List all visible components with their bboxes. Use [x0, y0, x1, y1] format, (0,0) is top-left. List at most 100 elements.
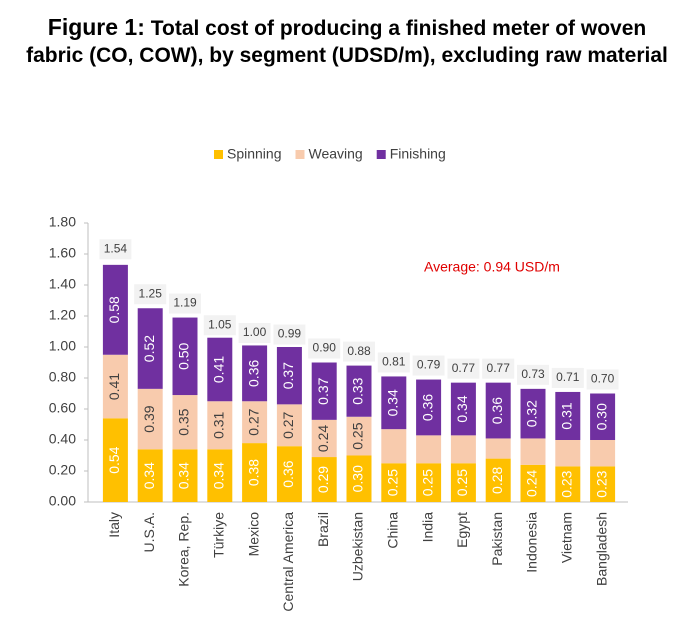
bar-segment: [242, 345, 268, 402]
bar-segment: [137, 449, 163, 502]
x-tick-label: U.S.A.: [141, 512, 157, 552]
bar-segment: [590, 440, 616, 467]
total-box: [134, 284, 167, 305]
bar-segment: [311, 457, 337, 502]
data-label: 0.24: [524, 470, 540, 497]
total-label: 0.99: [278, 327, 302, 341]
total-box: [517, 364, 549, 385]
data-label: 0.39: [141, 405, 157, 432]
legend-swatch: [376, 150, 386, 159]
bar-segment: [485, 382, 511, 439]
y-tick-label: 0.00: [49, 493, 76, 509]
total-label: 0.79: [417, 358, 441, 372]
total-label: 1.00: [243, 325, 267, 339]
bar-segment: [555, 466, 581, 502]
data-label: 0.27: [280, 411, 296, 438]
data-label: 0.52: [141, 335, 157, 362]
total-label: 0.73: [521, 367, 545, 381]
data-label: 0.34: [385, 389, 401, 416]
legend-label: Finishing: [390, 146, 446, 162]
bar-segment: [520, 438, 546, 465]
total-label: 0.88: [347, 344, 371, 358]
data-label: 0.34: [454, 395, 470, 422]
data-label: 0.31: [211, 411, 227, 438]
total-label: 1.05: [208, 317, 232, 331]
data-label: 0.37: [280, 362, 296, 389]
data-label: 0.41: [106, 373, 122, 400]
x-tick-label: China: [385, 512, 401, 549]
data-label: 0.25: [350, 422, 366, 449]
x-tick-label: Brazil: [315, 512, 331, 547]
y-tick-label: 1.40: [49, 276, 76, 292]
bar-segment: [485, 438, 511, 459]
bar-segment: [276, 404, 302, 447]
data-label: 0.54: [106, 446, 122, 473]
bar-segment: [102, 418, 128, 502]
total-label: 0.77: [452, 361, 476, 375]
total-box: [412, 355, 445, 376]
x-tick-label: Central America: [280, 512, 296, 612]
bar-segment: [276, 347, 302, 405]
bar-segment: [381, 463, 407, 502]
total-box: [238, 323, 271, 343]
bar-segment: [207, 337, 233, 402]
figure-label: Figure 1:: [47, 14, 145, 40]
total-box: [203, 315, 236, 336]
bar-segment: [590, 393, 616, 440]
total-box: [551, 367, 584, 388]
total-box: [482, 358, 515, 379]
y-tick-label: 0.60: [49, 400, 76, 416]
total-label: 1.19: [173, 296, 197, 310]
bar-segment: [485, 458, 511, 502]
data-label: 0.36: [489, 397, 505, 424]
x-tick-label: Korea, Rep.: [176, 512, 192, 587]
data-label: 0.50: [176, 342, 192, 369]
data-label: 0.58: [106, 296, 122, 323]
x-tick-label: Bangladesh: [593, 512, 609, 586]
y-tick-label: 1.60: [49, 245, 76, 261]
data-label: 0.30: [350, 465, 366, 492]
x-tick-label: Uzbekistan: [350, 512, 366, 581]
bar-segment: [416, 379, 442, 436]
bar-segment: [172, 317, 198, 396]
bar-segment: [381, 429, 407, 464]
data-label: 0.25: [385, 469, 401, 496]
y-tick-label: 0.80: [49, 369, 76, 385]
legend-swatch: [214, 150, 223, 159]
total-box: [169, 293, 201, 314]
bar-segment: [590, 466, 616, 502]
annotation: Average: 0.94 USD/m: [424, 259, 560, 275]
bar-segment: [555, 440, 581, 467]
data-label: 0.25: [419, 469, 435, 496]
total-label: 0.90: [313, 341, 337, 355]
data-label: 0.38: [245, 459, 261, 486]
data-label: 0.30: [593, 403, 609, 430]
y-tick-label: 1.00: [49, 338, 76, 354]
data-label: 0.24: [315, 425, 331, 452]
x-tick-label: Vietnam: [559, 512, 575, 563]
bar-segment: [520, 464, 546, 502]
data-label: 0.41: [211, 356, 227, 383]
y-tick-label: 0.40: [49, 431, 76, 447]
y-tick-label: 1.20: [49, 307, 76, 323]
total-box: [586, 369, 619, 390]
data-label: 0.23: [593, 470, 609, 497]
x-tick-label: India: [419, 512, 435, 543]
legend-swatch: [295, 150, 305, 159]
bar-segment: [137, 388, 163, 450]
total-label: 1.54: [104, 241, 128, 255]
bar-segment: [555, 391, 581, 440]
bar-segment: [137, 308, 163, 389]
data-label: 0.36: [245, 360, 261, 387]
total-label: 0.71: [556, 370, 580, 384]
bar-segment: [242, 443, 268, 502]
total-box: [99, 239, 132, 260]
bar-segment: [207, 449, 233, 502]
bar-segment: [381, 376, 407, 430]
total-box: [273, 324, 306, 345]
bar-segment: [416, 463, 442, 502]
bar-segment: [172, 449, 198, 502]
bar-segment: [172, 395, 198, 450]
